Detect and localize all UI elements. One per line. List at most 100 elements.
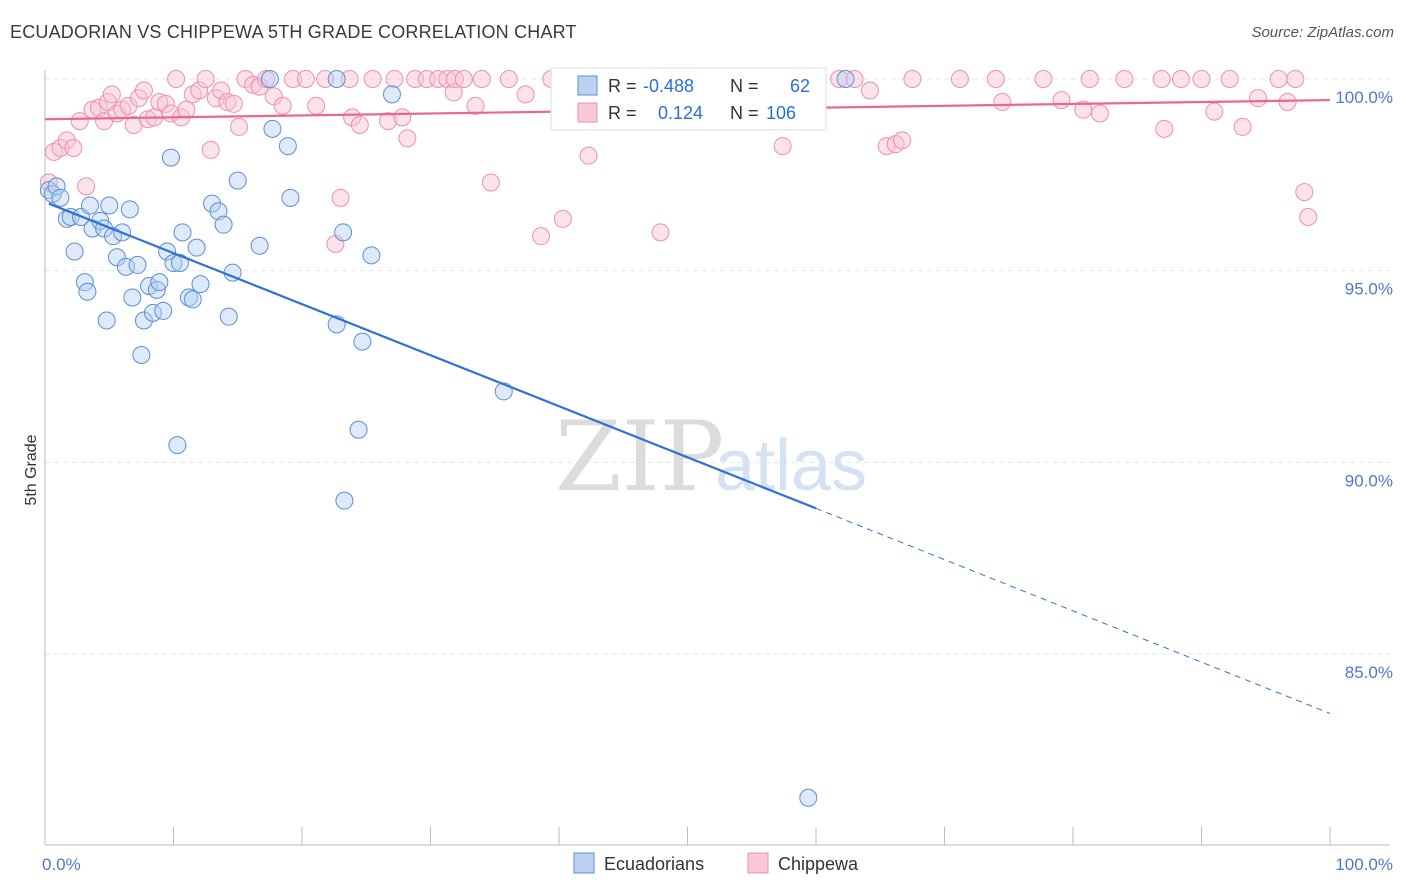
ecuadorian-point-2: [47, 177, 66, 196]
chippewa-point-95: [1152, 70, 1171, 88]
chippewa-point-107: [1299, 208, 1318, 226]
ecuadorian-point-60: [799, 788, 818, 807]
chippewa-point-66: [516, 85, 535, 104]
chippewa-point-21: [156, 94, 175, 113]
chippewa-point-29: [201, 140, 220, 159]
chippewa-point-106: [1295, 183, 1314, 202]
chippewa-point-84: [893, 131, 912, 150]
ecuadorian-point-35: [173, 223, 192, 242]
ecuadorian-point-50: [281, 188, 300, 207]
axes: [44, 70, 1390, 846]
legend-swatch-bottom-ecuadorians: [573, 852, 595, 874]
legend-n-label-chippewa: N =: [730, 103, 759, 123]
chippewa-point-103: [1269, 70, 1288, 88]
grid-lines: [45, 78, 1390, 655]
ecuadorian-point-31: [161, 148, 180, 167]
ecuadorian-point-10: [80, 196, 99, 215]
chippewa-point-81: [860, 81, 879, 100]
ecuadorian-point-21: [123, 288, 142, 307]
ecuadorian-point-20: [120, 200, 139, 219]
ecuadorian-point-17: [107, 248, 126, 267]
ecuadorian-point-53: [334, 223, 353, 242]
chippewa-point-79: [830, 70, 849, 88]
ecuadorian-point-32: [164, 254, 183, 272]
legend-n-label-ecuadorians: N =: [730, 76, 759, 96]
chippewa-point-85: [903, 70, 922, 88]
chippewa-point-96: [1155, 119, 1174, 138]
chippewa-point-74: [651, 223, 670, 242]
chippewa-point-38: [257, 70, 276, 88]
chippewa-point-5: [70, 112, 89, 131]
ecuadorian-point-23: [132, 346, 151, 364]
ecuadorian-point-14: [97, 311, 116, 330]
chippewa-point-98: [1192, 70, 1211, 88]
chippewa-point-94: [1115, 70, 1134, 88]
y-axis-label: 5th Grade: [23, 434, 40, 505]
ecuadorian-points: [39, 70, 855, 807]
chippewa-point-8: [89, 98, 108, 117]
ecuadorian-point-57: [362, 246, 381, 265]
chippewa-point-11: [102, 85, 121, 104]
ecuadorian-point-41: [209, 202, 228, 221]
ecuadorian-point-46: [250, 236, 269, 255]
chippewa-point-33: [224, 94, 243, 113]
chippewa-point-61: [454, 70, 473, 88]
chippewa-point-87: [986, 70, 1005, 88]
chippewa-point-52: [385, 70, 404, 88]
chippewa-point-39: [264, 87, 283, 106]
ecuadorian-point-33: [168, 436, 187, 455]
legend-swatch-ecuadorians: [577, 75, 598, 96]
ecuadorian-point-58: [382, 85, 401, 104]
chippewa-point-69: [553, 209, 572, 228]
ecuadorian-point-6: [65, 242, 84, 261]
x-tick-label-1: 100.0%: [1335, 855, 1393, 874]
chippewa-point-43: [307, 96, 326, 115]
stats-legend: R = -0.488 N = 62 R = 0.124 N = 106: [550, 67, 827, 131]
chippewa-point-28: [196, 70, 215, 88]
chippewa-point-40: [273, 96, 292, 115]
chippewa-point-25: [177, 100, 196, 119]
ecuadorian-point-29: [154, 301, 173, 320]
chippewa-point-101: [1233, 117, 1252, 136]
chippewa-point-65: [499, 70, 518, 88]
chippewa-point-51: [379, 112, 398, 131]
ecuadorian-point-19: [116, 257, 135, 276]
chippewa-point-71: [579, 146, 598, 165]
chippewa-point-46: [331, 188, 350, 207]
ecuadorian-point-45: [228, 171, 247, 190]
chippewa-point-91: [1074, 100, 1093, 119]
chippewa-point-63: [472, 70, 491, 88]
legend-swatch-bottom-chippewa: [747, 852, 769, 874]
legend-r-value-ecuadorians: -0.488: [643, 76, 694, 96]
legend-r-label-ecuadorians: R =: [608, 76, 637, 96]
chippewa-point-67: [532, 227, 551, 246]
chippewa-point-6: [77, 177, 96, 196]
ecuadorian-point-42: [214, 215, 233, 234]
chippewa-point-97: [1171, 70, 1190, 88]
y-tick-label-3: 85.0%: [1345, 663, 1393, 682]
series-legend: Ecuadorians Chippewa: [573, 852, 859, 874]
legend-n-value-chippewa: 106: [766, 103, 796, 123]
chippewa-point-54: [398, 129, 417, 148]
ecuadorian-point-22: [128, 255, 147, 274]
ecuadorian-trend-extension: [815, 507, 1331, 714]
y-tick-label-2: 90.0%: [1345, 471, 1393, 490]
chippewa-point-78: [773, 137, 792, 156]
chippewa-point-92: [1080, 70, 1099, 88]
legend-label-ecuadorians: Ecuadorians: [604, 854, 704, 874]
legend-swatch-chippewa: [577, 102, 598, 123]
ecuadorian-point-3: [51, 188, 70, 207]
chippewa-point-99: [1205, 102, 1224, 121]
chippewa-point-3: [57, 131, 76, 150]
ecuadorian-point-47: [260, 70, 279, 88]
watermark-atlas: atlas: [715, 426, 867, 506]
ecuadorian-point-24: [134, 311, 153, 330]
chippewa-point-53: [393, 108, 412, 127]
chippewa-point-90: [1052, 91, 1071, 110]
chippewa-point-20: [150, 93, 169, 111]
chippewa-point-59: [444, 83, 463, 102]
chippewa-point-89: [1034, 70, 1053, 88]
legend-label-chippewa: Chippewa: [778, 854, 859, 874]
ecuadorian-trend-line: [48, 202, 817, 510]
